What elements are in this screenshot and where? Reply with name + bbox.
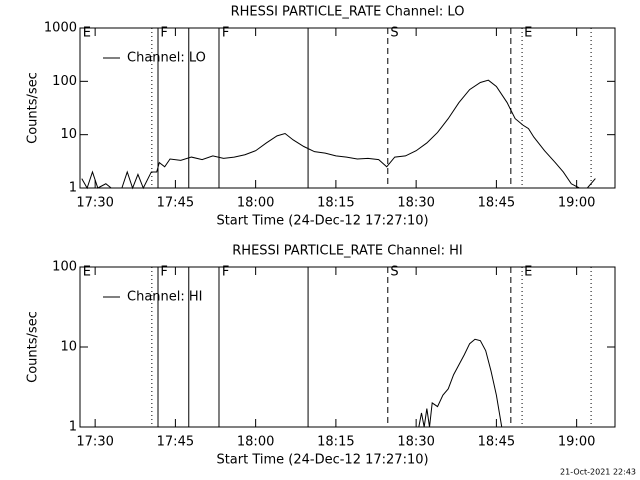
x-tick-label: 17:30	[76, 196, 113, 211]
y-axis-label: Counts/sec	[26, 72, 41, 144]
flag-label: S	[390, 265, 398, 280]
footer: 21-Oct-2021 22:43	[560, 468, 636, 477]
flag-label: E	[524, 26, 532, 41]
flag-label: F	[160, 265, 167, 280]
chart-title: RHESSI PARTICLE_RATE Channel: HI	[232, 244, 462, 259]
x-tick-label: 17:30	[76, 435, 113, 450]
x-axis-label: Start Time (24-Dec-12 17:27:10)	[216, 453, 428, 468]
x-tick-label: 17:45	[157, 435, 194, 450]
y-tick-label: 1000	[44, 21, 77, 36]
flag-label: E	[83, 265, 91, 280]
flag-label: F	[222, 265, 229, 280]
data-line	[418, 338, 503, 428]
flag-label: E	[83, 26, 91, 41]
x-tick-label: 18:00	[237, 196, 274, 211]
x-tick-label: 18:15	[317, 196, 354, 211]
y-tick-label: 1	[69, 181, 77, 196]
flag-label: F	[160, 26, 167, 41]
flag-label: F	[222, 26, 229, 41]
x-tick-label: 17:45	[157, 196, 194, 211]
y-tick-label: 100	[52, 260, 77, 275]
flag-label: S	[390, 26, 398, 41]
plot-frame	[79, 27, 616, 189]
y-tick-label: 10	[60, 127, 77, 142]
y-tick-label: 100	[52, 74, 77, 89]
y-tick-label: 1	[69, 420, 77, 435]
y-axis-label: Counts/sec	[26, 311, 41, 383]
x-tick-label: 19:00	[558, 435, 595, 450]
legend-label: Channel: HI	[127, 290, 203, 305]
x-tick-label: 18:45	[478, 435, 515, 450]
x-tick-label: 19:00	[558, 196, 595, 211]
x-tick-label: 18:15	[317, 435, 354, 450]
x-tick-label: 18:30	[397, 435, 434, 450]
flag-label: E	[524, 265, 532, 280]
x-tick-label: 18:00	[237, 435, 274, 450]
x-tick-label: 18:30	[397, 196, 434, 211]
x-tick-label: 18:45	[478, 196, 515, 211]
x-axis-label: Start Time (24-Dec-12 17:27:10)	[216, 214, 428, 229]
data-line	[81, 79, 596, 190]
legend-label: Channel: LO	[127, 51, 206, 66]
y-tick-label: 10	[60, 340, 77, 355]
chart-title: RHESSI PARTICLE_RATE Channel: LO	[231, 5, 465, 20]
